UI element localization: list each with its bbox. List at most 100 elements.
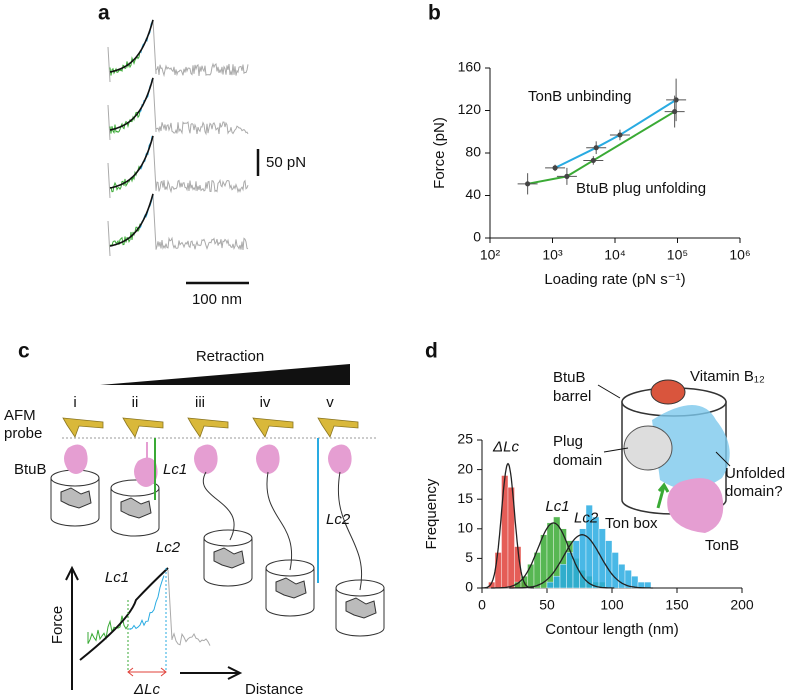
vitamin — [650, 379, 686, 405]
stage-label: iv — [260, 394, 271, 411]
trace-green — [109, 223, 141, 247]
plug-label: domain — [553, 452, 602, 469]
trace-gray — [107, 135, 249, 199]
delta-label: ΔLc — [133, 681, 160, 698]
x-axis-label: Loading rate (pN s⁻¹) — [544, 271, 685, 288]
barrel-top — [203, 529, 253, 547]
hist-bar — [546, 581, 554, 589]
x-tick-label: 10³ — [542, 247, 563, 263]
series-line — [527, 110, 676, 185]
axis-arrow — [65, 565, 79, 690]
x-tick-label: 100 — [600, 597, 624, 613]
pointer — [597, 384, 621, 399]
hist-bar — [527, 564, 535, 589]
tonb-label: TonB — [705, 537, 739, 554]
delta-arrow — [127, 667, 167, 677]
unfolded-label: domain? — [725, 483, 783, 500]
panel-label: a — [98, 2, 110, 25]
unfolded-label: Unfolded — [725, 465, 785, 482]
point — [525, 181, 531, 187]
tonb — [194, 444, 218, 474]
fit-curve — [481, 462, 535, 589]
stage-label: ii — [132, 394, 139, 411]
afm-probe — [62, 417, 104, 438]
chain — [202, 471, 235, 541]
y-axis-label: Force (pN) — [431, 117, 448, 189]
series-label: TonB unbinding — [528, 88, 631, 105]
x-tick-label: 0 — [478, 597, 486, 613]
x-tick-label: 150 — [665, 597, 689, 613]
curve-lc1: Lc1 — [105, 569, 129, 586]
afm-probe — [122, 417, 164, 438]
lc1-label: Lc1 — [163, 461, 187, 478]
y-tick-label: 15 — [457, 490, 473, 506]
trace-fit — [109, 19, 154, 73]
chain — [338, 471, 362, 591]
hist-bar — [553, 575, 561, 589]
y-axis-label: Frequency — [423, 478, 440, 549]
pointer — [715, 451, 731, 467]
hist-bar — [566, 552, 574, 589]
afm-probe — [252, 417, 294, 438]
probe-label: AFM — [4, 407, 36, 424]
afm-probe — [317, 417, 359, 438]
point — [590, 157, 596, 164]
barrel-label: barrel — [553, 388, 591, 405]
plug — [60, 487, 92, 509]
point — [672, 108, 678, 115]
plug — [623, 425, 673, 471]
x-tick-label: 10⁶ — [729, 247, 750, 263]
tonb — [64, 444, 88, 474]
trace-fit — [109, 77, 154, 131]
stage-label: iii — [195, 394, 205, 411]
pointer — [603, 447, 629, 453]
point — [564, 173, 570, 179]
axis-label: Force — [49, 606, 66, 644]
hist-bar — [501, 475, 509, 589]
hist-bar — [605, 540, 613, 589]
tonb — [667, 478, 724, 533]
hist-bar — [533, 552, 541, 589]
afm-probe — [187, 417, 229, 438]
lc2-label: Lc2 — [326, 511, 351, 528]
probe-label: probe — [4, 425, 42, 442]
stage-label: i — [73, 394, 76, 411]
y-tick-label: 0 — [465, 579, 473, 595]
btub-label: BtuB — [14, 461, 47, 478]
ton-box-label: Ton box — [605, 515, 658, 532]
trace-gray — [107, 19, 249, 83]
vitamin-label: Vitamin B₁₂ — [690, 368, 765, 385]
trace-green — [109, 110, 141, 135]
y-tick-label: 0 — [473, 229, 481, 245]
panel-label: d — [425, 340, 438, 363]
x-tick-label: 10⁴ — [604, 247, 626, 263]
trace-gray — [107, 77, 249, 141]
series-label: Lc1 — [545, 498, 569, 515]
point — [617, 132, 623, 138]
hist-bar — [611, 552, 619, 589]
y-tick-label: 20 — [457, 460, 473, 476]
retraction-wedge — [100, 364, 350, 385]
point — [593, 145, 599, 151]
trace-gray — [107, 193, 249, 257]
trace-fit — [109, 193, 154, 247]
plug-label: Plug — [553, 433, 583, 450]
plug — [120, 497, 152, 519]
fit-curve — [491, 522, 615, 589]
plug — [345, 597, 377, 619]
fit-curve — [509, 534, 654, 589]
retraction-label: Retraction — [196, 348, 264, 365]
point — [552, 165, 558, 171]
x-tick-label: 200 — [730, 597, 754, 613]
trace-green — [109, 165, 141, 193]
x-tick-label: 10⁵ — [667, 247, 688, 263]
series-label: BtuB plug unfolding — [576, 180, 706, 197]
trace-green — [109, 50, 141, 76]
hist-bar — [644, 581, 652, 589]
tonb — [134, 457, 158, 487]
y-tick-label: 120 — [458, 101, 482, 117]
axis-label: Distance — [245, 681, 303, 698]
barrel-label: BtuB — [553, 369, 586, 386]
hist-bar — [494, 552, 502, 589]
